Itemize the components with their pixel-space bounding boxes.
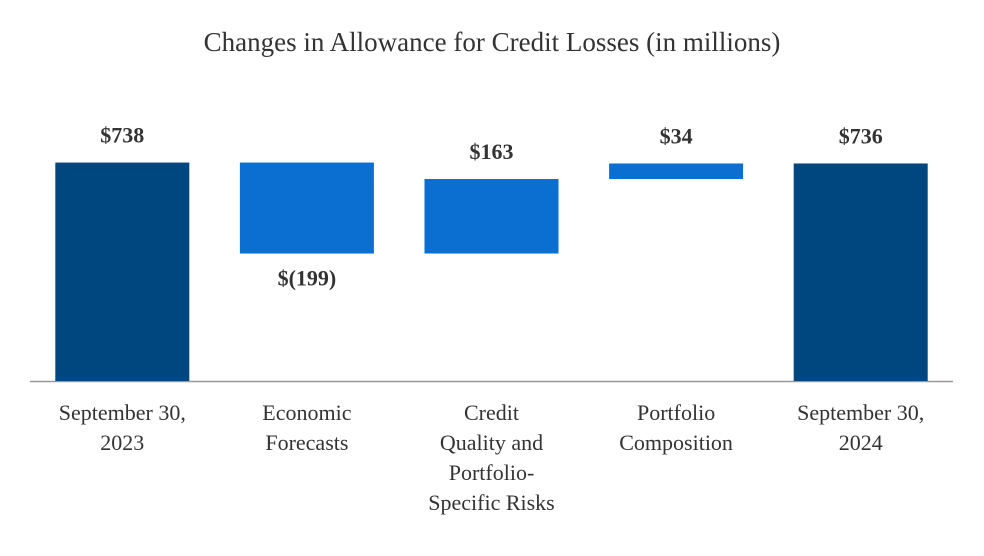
bar	[55, 162, 190, 381]
data-label: $738	[100, 123, 144, 148]
data-label: $736	[839, 124, 883, 149]
bar	[424, 179, 559, 254]
bar	[609, 163, 744, 180]
bar	[793, 163, 928, 381]
chart-title: Changes in Allowance for Credit Losses (…	[204, 27, 781, 57]
x-tick-label: September 30, 2024	[797, 400, 925, 455]
data-label: $34	[660, 124, 693, 149]
x-tick-label: Economic Forecasts	[262, 400, 352, 455]
x-tick-label: Portfolio Composition	[619, 400, 733, 455]
data-label: $(199)	[278, 266, 337, 291]
x-tick-label: September 30, 2023	[58, 400, 186, 455]
x-tick-label: Credit Quality and Portfolio- Specific R…	[428, 400, 555, 515]
bar	[239, 162, 374, 254]
data-label: $163	[470, 139, 514, 164]
